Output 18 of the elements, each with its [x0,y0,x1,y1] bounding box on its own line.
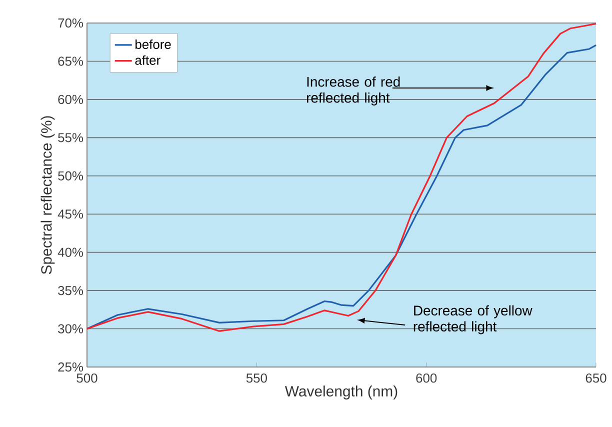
legend-label: after [135,55,160,65]
y-tick-label: 70% [58,18,84,28]
y-axis-title: Spectral reflectance (%) [40,116,55,274]
y-tick-label: 45% [58,210,84,219]
y-tick-label: 50% [58,171,84,180]
y-tick-label: 65% [58,56,84,66]
x-tick-label: 500 [76,374,98,383]
y-tick-label: 35% [58,286,84,296]
x-axis-title: Wavelength (nm) [284,386,398,400]
y-tick-label: 30% [58,324,84,334]
y-tick-label: 40% [58,248,84,257]
x-tick-label: 600 [416,374,437,383]
y-tick-label: 55% [58,133,84,142]
x-tick-label: 550 [246,374,267,383]
y-tick-label: 25% [58,362,84,372]
x-tick-label: 650 [586,374,606,383]
legend-label: before [136,39,171,50]
y-tick-label: 60% [58,94,84,104]
